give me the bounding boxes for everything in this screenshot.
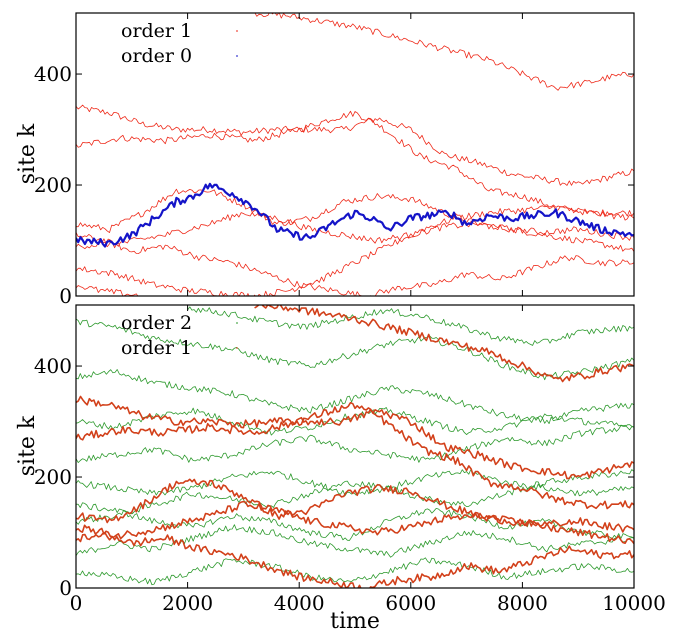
bottom-series-line-order-1 [76, 395, 634, 480]
bottom-y-axis-label: site k [15, 415, 40, 476]
bottom-series-line-order-2 [76, 424, 634, 463]
bottom-x-tick-label: 2000 [162, 591, 213, 615]
bottom-series-line-order-2 [76, 469, 634, 525]
top-series-line-order-1 [76, 232, 634, 296]
bottom-y-tick-label: 0 [59, 576, 72, 600]
bottom-series-line-order-2 [76, 369, 634, 424]
bottom-x-tick-label: 4000 [274, 591, 325, 615]
top-ticks: 0 200 400 [34, 13, 635, 308]
bottom-x-tick-label: 0 [70, 591, 83, 615]
top-plot-area [76, 13, 634, 296]
bottom-series-line-order-1 [76, 524, 634, 588]
top-axes-frame [75, 12, 635, 297]
top-series-line-order-1 [76, 188, 634, 252]
x-axis-label: time [330, 609, 380, 634]
bottom-series-line-order-2 [76, 557, 634, 586]
top-legend: order 1 order 0 [121, 20, 238, 67]
bottom-y-tick-label: 200 [34, 465, 72, 489]
bottom-series-line-order-1 [76, 500, 634, 543]
bottom-legend-label: order 1 [121, 337, 192, 359]
bottom-y-tick-label: 400 [34, 354, 72, 378]
bottom-series-line-order-2 [76, 469, 634, 497]
bottom-plot-area [76, 305, 634, 588]
top-legend-label: order 1 [121, 20, 192, 42]
top-y-tick-label: 400 [34, 62, 72, 86]
bottom-legend: order 2 order 1 [121, 312, 238, 359]
bottom-series-line-order-1 [76, 401, 634, 510]
bottom-legend-label: order 2 [121, 312, 192, 334]
top-y-tick-label: 0 [59, 284, 72, 308]
bottom-x-tick-label: 6000 [385, 591, 436, 615]
top-series-line-order-1 [76, 104, 634, 186]
top-series-line-order-1 [76, 205, 634, 296]
bottom-axes-frame [75, 304, 635, 589]
top-series-line-order-1 [76, 110, 634, 217]
top-legend-label: order 0 [121, 45, 192, 67]
bottom-x-tick-label: 10000 [602, 591, 666, 615]
top-series-line-order-0 [76, 182, 634, 248]
bottom-series-line-order-2 [76, 502, 634, 541]
bottom-series-line-order-1 [254, 305, 634, 383]
bottom-x-tick-label: 8000 [497, 591, 548, 615]
bottom-series-line-order-2 [76, 524, 634, 558]
bottom-series-line-order-1 [76, 478, 634, 545]
top-y-axis-label: site k [15, 123, 40, 184]
top-panel: 0 200 400 order 1 order 0 site k [15, 12, 635, 308]
top-series-line-order-1 [254, 13, 634, 91]
bottom-series-line-order-2 [187, 306, 634, 346]
top-y-tick-label: 200 [34, 173, 72, 197]
top-series-line-order-1 [76, 211, 634, 250]
bottom-series-line-order-2 [76, 407, 634, 436]
